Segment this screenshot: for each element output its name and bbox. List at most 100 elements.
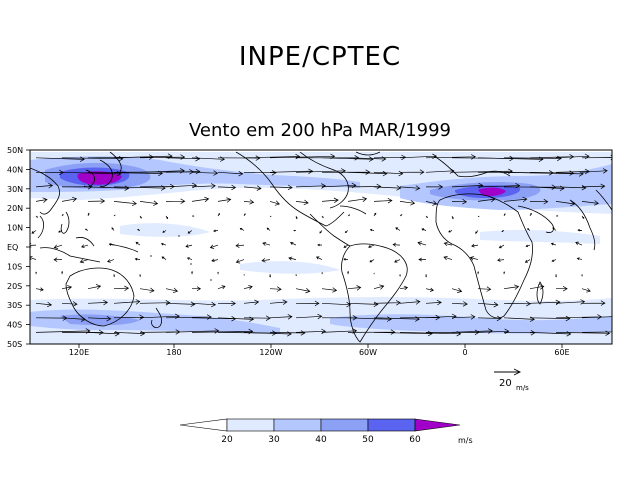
- wind-arrow: [295, 183, 326, 189]
- wind-arrow: [321, 287, 338, 293]
- wind-arrow: [35, 197, 48, 203]
- lat-label: 30S: [7, 301, 22, 310]
- lon-label: 120E: [69, 348, 89, 357]
- wind-arrow: [162, 230, 167, 233]
- legend-tick-label: 40: [315, 435, 327, 445]
- lon-label: 0: [462, 348, 467, 357]
- wind-arrow: [53, 244, 63, 249]
- wind-arrow: [137, 228, 141, 231]
- wind-arrow: [477, 328, 510, 334]
- wind-arrow: [550, 242, 557, 246]
- wind-arrow: [448, 230, 453, 233]
- color-legend: 20 30 40 50 60 m/s: [179, 418, 473, 445]
- wind-arrow: [555, 274, 558, 278]
- reference-vector-value: 20: [499, 378, 512, 389]
- wind-arrow: [577, 228, 583, 232]
- wind-arrow: [113, 330, 146, 337]
- legend-unit: m/s: [458, 436, 473, 445]
- wind-arrow: [58, 230, 63, 233]
- wind-arrow: [581, 154, 612, 161]
- wind-arrow: [503, 301, 531, 307]
- wind-arrow: [373, 212, 377, 217]
- wind-arrow: [373, 185, 402, 191]
- wind-arrow: [581, 316, 612, 319]
- wind-arrow: [165, 198, 186, 204]
- wind-arrow: [469, 256, 479, 261]
- wind-arrow: [269, 200, 280, 206]
- wind-arrow: [581, 274, 583, 277]
- wind-arrow: [295, 328, 327, 335]
- wind-arrow: [451, 287, 463, 293]
- wind-arrow: [451, 328, 493, 334]
- wind-arrow: [395, 227, 401, 231]
- reference-vector-unit: m/s: [516, 384, 529, 392]
- wind-speed-shading: [30, 150, 612, 344]
- wind-arrow: [417, 241, 427, 246]
- wind-arrow: [347, 170, 388, 177]
- wind-arrow: [347, 214, 351, 217]
- wind-arrow: [134, 257, 141, 261]
- lat-label: 30N: [7, 185, 23, 194]
- lat-label: 20N: [7, 204, 23, 213]
- wind-arrow: [139, 168, 185, 174]
- wind-arrow: [87, 212, 90, 217]
- legend-tick-label: 20: [221, 435, 233, 445]
- wind-arrow: [426, 184, 444, 190]
- wind-arrow: [399, 274, 401, 277]
- wind-arrow: [185, 244, 193, 248]
- wind-arrow: [235, 243, 245, 248]
- wind-arrow: [187, 230, 193, 234]
- wind-arrow: [186, 257, 193, 260]
- wind-arrow: [243, 170, 277, 176]
- wind-arrow: [293, 229, 297, 232]
- wind-arrow: [35, 215, 39, 218]
- wind-arrow: [529, 315, 571, 322]
- wind-arrow: [87, 198, 106, 204]
- legend-color-box: [226, 418, 275, 432]
- wind-arrow: [529, 212, 532, 217]
- wind-arrow: [503, 196, 528, 203]
- wind-arrow: [425, 299, 442, 306]
- wind-arrow: [344, 230, 349, 233]
- wind-arrow: [108, 242, 115, 246]
- wind-arrow: [347, 285, 362, 291]
- wind-arrow: [269, 274, 272, 278]
- wind-arrow: [347, 301, 379, 308]
- wind-arrow: [555, 185, 587, 191]
- legend-color-box: [414, 418, 461, 432]
- wind-arrow: [61, 270, 64, 275]
- wind-arrow: [321, 301, 352, 308]
- wind-arrow: [425, 274, 428, 278]
- wind-arrow: [165, 156, 201, 162]
- wind-arrow: [87, 284, 102, 290]
- wind-arrow: [165, 215, 169, 220]
- wind-arrow: [425, 154, 476, 160]
- wind-arrow: [399, 169, 425, 175]
- wind-arrow: [399, 285, 409, 291]
- wind-arrow: [295, 199, 309, 206]
- wind-arrow: [555, 330, 611, 336]
- wind-arrow: [576, 257, 583, 261]
- wind-arrow: [399, 200, 416, 206]
- wind-arrow: [503, 184, 557, 190]
- wind-arrow: [191, 215, 195, 217]
- wind-arrow: [581, 215, 585, 219]
- wind-arrow: [87, 316, 112, 322]
- wind-arrow: [443, 241, 453, 247]
- wind-arrow: [295, 300, 320, 307]
- wind-arrow: [165, 301, 196, 307]
- wind-arrow: [191, 270, 194, 275]
- wind-vectors: [30, 153, 612, 337]
- wind-arrow: [113, 299, 141, 305]
- wind-arrow: [217, 184, 237, 191]
- wind-arrow: [35, 182, 54, 189]
- wind-arrow: [61, 213, 64, 217]
- legend-color-box: [273, 418, 322, 432]
- coastlines: [30, 151, 612, 343]
- lat-label: 10S: [7, 262, 22, 271]
- wind-arrow: [347, 183, 382, 190]
- wind-arrow: [555, 200, 576, 207]
- wind-arrow: [269, 215, 272, 217]
- wind-arrow: [451, 301, 468, 307]
- wind-arrow: [243, 213, 246, 217]
